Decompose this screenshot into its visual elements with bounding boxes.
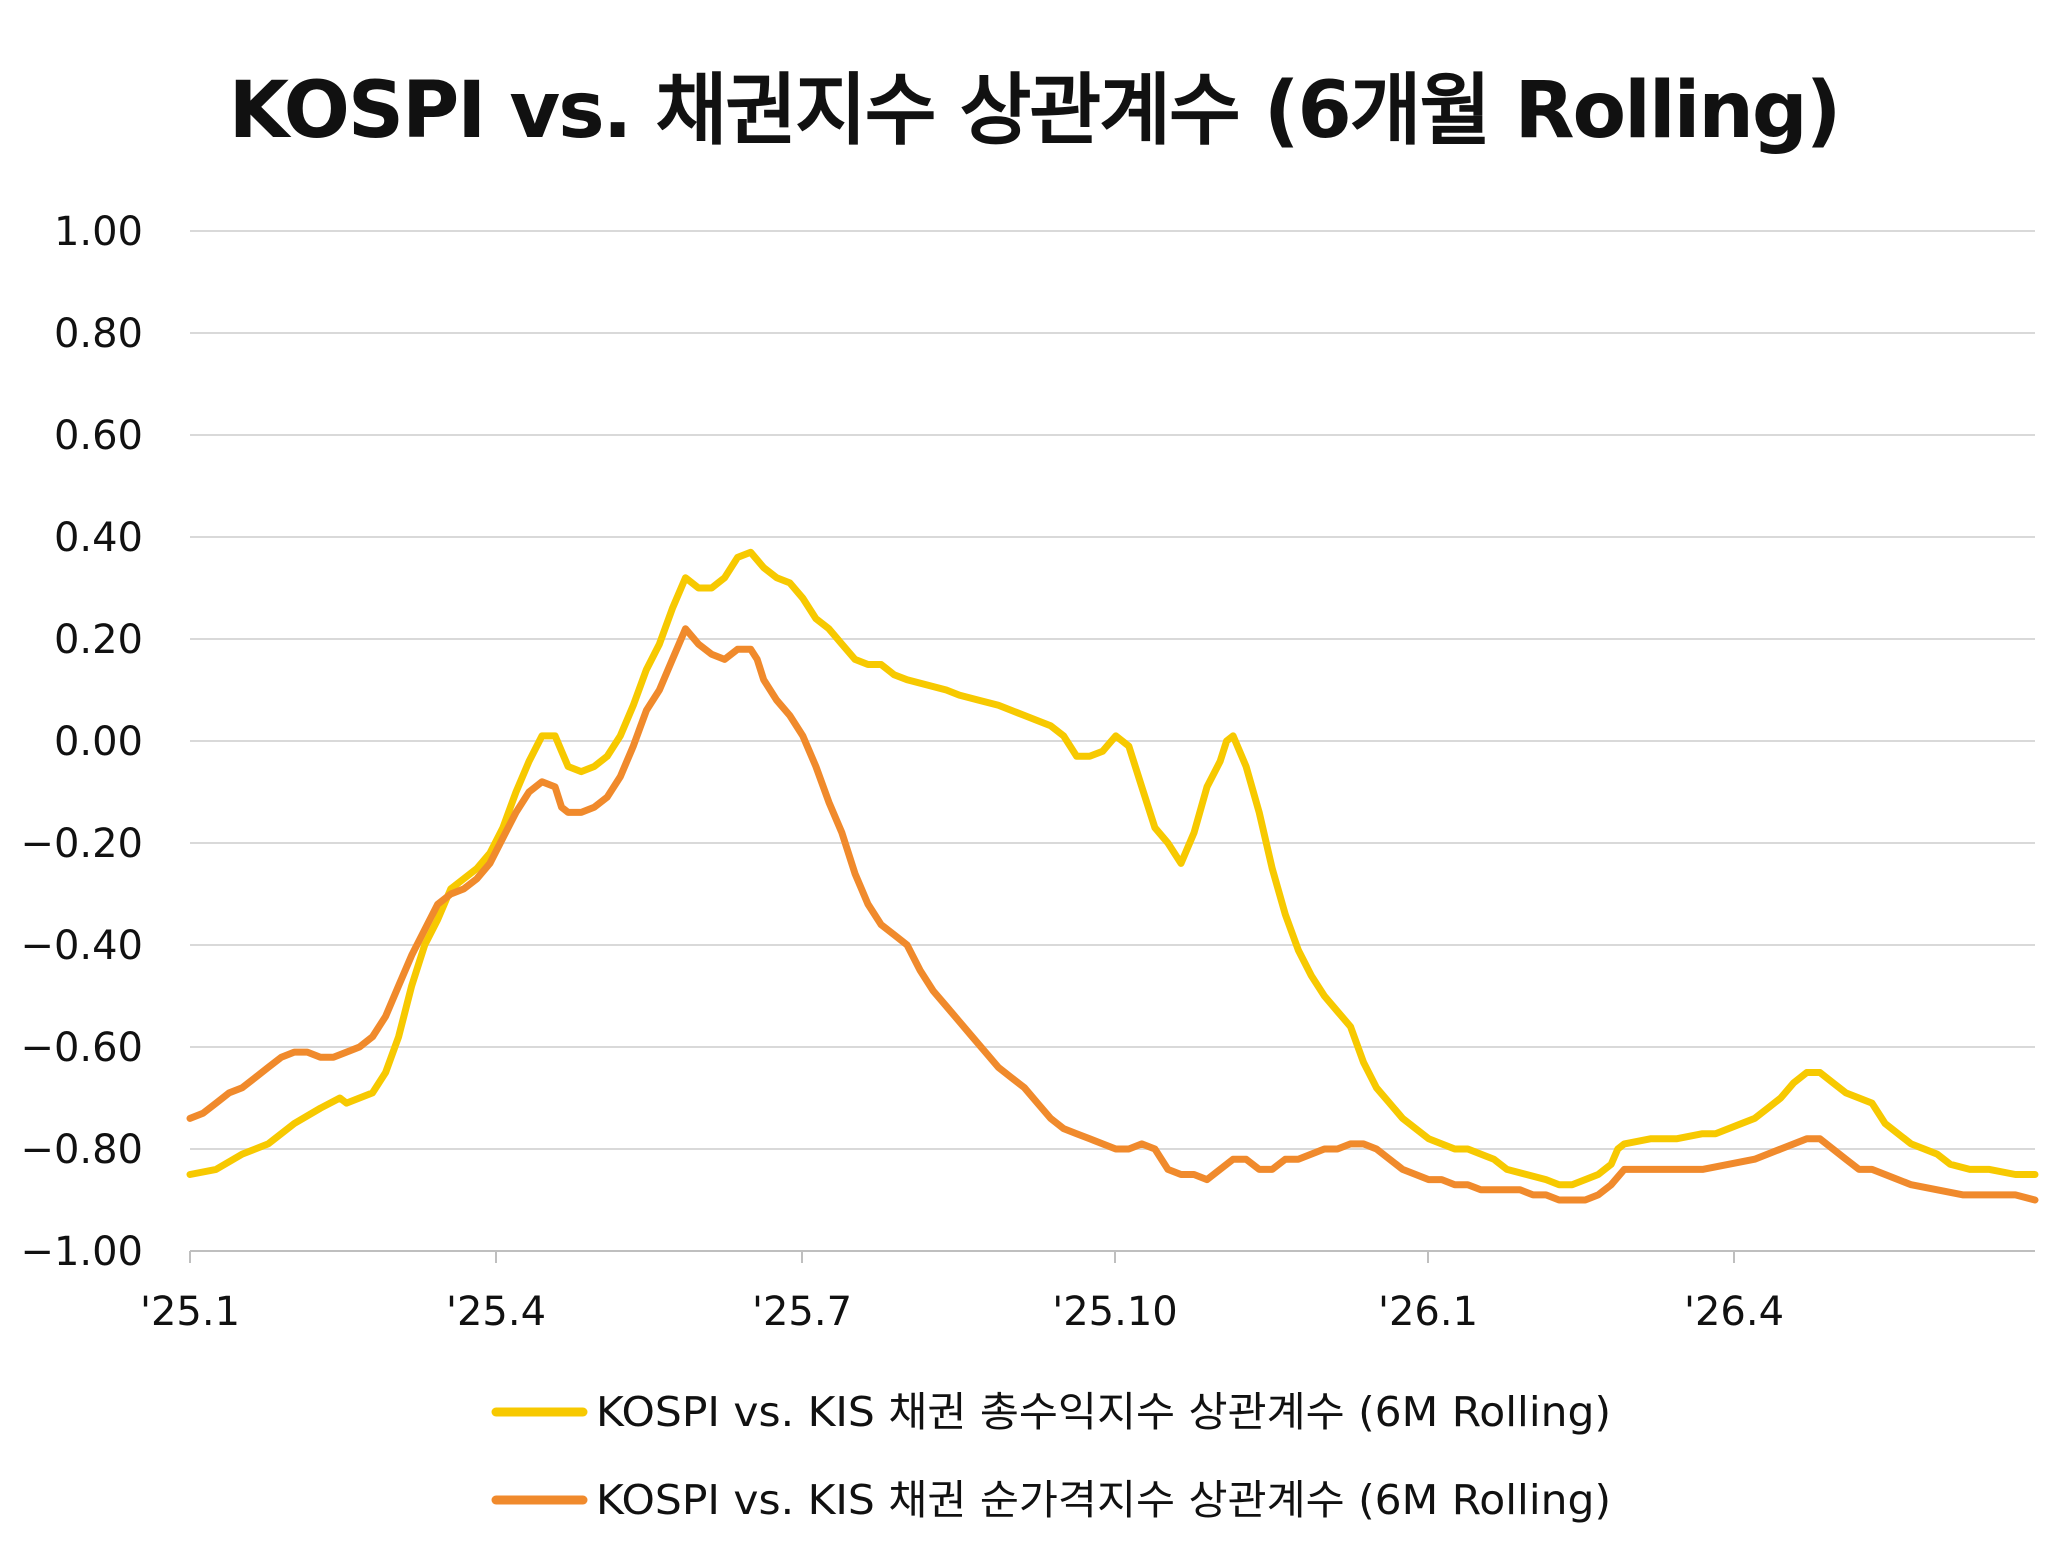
x-tick-label: '25.1 [140,1289,240,1335]
chart-title: KOSPI vs. 채권지수 상관계수 (6개월 Rolling) [228,66,1842,156]
legend-label-2: KOSPI vs. KIS 채권 순가격지수 상관계수 (6M Rolling) [596,1476,1611,1524]
series-lines [186,548,2039,1204]
x-tick-label: '25.4 [446,1289,546,1335]
y-tick-label: 0.40 [54,515,143,561]
y-tick-label: −0.60 [20,1025,143,1071]
y-tick-label: 0.20 [54,617,143,663]
y-tick-label: −0.40 [20,923,143,969]
series-line-2 [186,625,2039,1204]
y-tick-label: −0.20 [20,821,143,867]
x-tick-label: '26.4 [1684,1289,1784,1335]
x-tick-label: '25.10 [1052,1289,1178,1335]
series-line-1 [186,548,2039,1189]
y-tick-label: 1.00 [54,209,143,255]
y-axis-ticks: 1.00 0.80 0.60 0.40 0.20 0.00 −0.20 −0.40 −0.60 −… [20,209,143,1275]
y-tick-label: 0.80 [54,311,143,357]
y-tick-label: 0.60 [54,413,143,459]
x-axis: '25.1 '25.4 '25.7 '25.10 '26.1 '26.4 [140,1250,2035,1335]
gridlines [190,230,2035,1150]
y-tick-label: −1.00 [20,1229,143,1275]
y-tick-label: −0.80 [20,1127,143,1173]
x-tick-label: '25.7 [752,1289,852,1335]
y-tick-label: 0.00 [54,719,143,765]
x-tick-label: '26.1 [1378,1289,1478,1335]
legend: KOSPI vs. KIS 채권 총수익지수 상관계수 (6M Rolling)… [491,1388,1611,1524]
legend-label-1: KOSPI vs. KIS 채권 총수익지수 상관계수 (6M Rolling) [596,1388,1611,1436]
